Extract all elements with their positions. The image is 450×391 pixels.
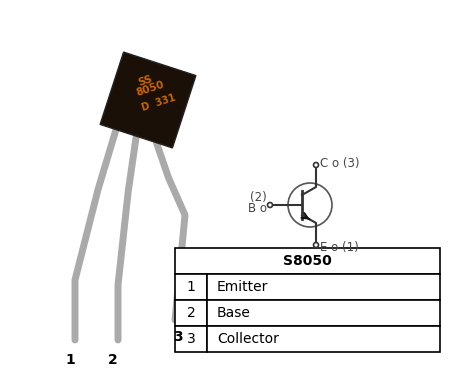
- Text: S8050: S8050: [283, 254, 332, 268]
- Bar: [207, 300, 440, 326]
- Text: B o: B o: [248, 203, 267, 215]
- Bar: [175, 300, 207, 326]
- Circle shape: [314, 242, 319, 248]
- Circle shape: [314, 163, 319, 167]
- Text: E o (1): E o (1): [320, 240, 359, 253]
- Text: SS: SS: [136, 74, 153, 88]
- Text: Base: Base: [217, 306, 251, 320]
- Bar: [175, 326, 207, 352]
- Text: 2: 2: [108, 353, 118, 367]
- Text: C o (3): C o (3): [320, 156, 360, 170]
- Text: Emitter: Emitter: [217, 280, 268, 294]
- Text: 8050: 8050: [135, 79, 165, 98]
- Text: (2): (2): [250, 192, 267, 204]
- Text: 3: 3: [173, 330, 183, 344]
- Polygon shape: [100, 52, 196, 148]
- Bar: [175, 248, 440, 274]
- Circle shape: [267, 203, 273, 208]
- Text: 1: 1: [187, 280, 195, 294]
- Bar: [207, 274, 440, 300]
- Text: 2: 2: [187, 306, 195, 320]
- Text: 1: 1: [65, 353, 75, 367]
- Text: Collector: Collector: [217, 332, 279, 346]
- Text: 3: 3: [187, 332, 195, 346]
- Text: D  331: D 331: [140, 92, 177, 113]
- Bar: [175, 274, 207, 300]
- Bar: [207, 326, 440, 352]
